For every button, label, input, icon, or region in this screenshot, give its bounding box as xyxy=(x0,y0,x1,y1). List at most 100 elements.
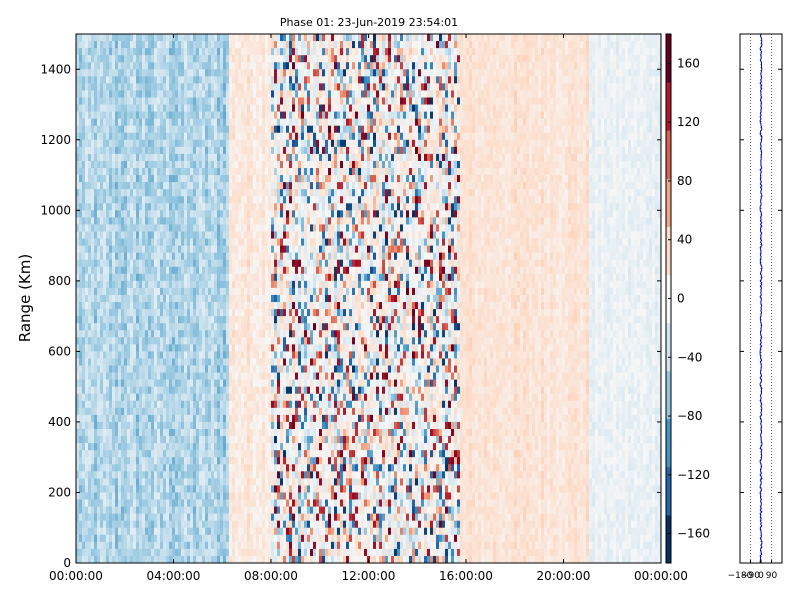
heatmap-cell xyxy=(136,527,140,536)
heatmap-cell xyxy=(199,294,203,303)
heatmap-cell xyxy=(163,436,167,444)
heatmap-cell xyxy=(85,55,89,63)
heatmap-cell xyxy=(193,160,197,169)
heatmap-cell xyxy=(112,76,116,84)
heatmap-cell xyxy=(139,182,143,190)
heatmap-cell xyxy=(112,48,116,56)
heatmap-cell xyxy=(94,55,98,63)
heatmap-cell xyxy=(130,182,134,190)
heatmap-cell xyxy=(199,555,203,564)
heatmap-cell xyxy=(118,478,122,486)
heatmap-cell xyxy=(268,55,272,63)
heatmap-cell xyxy=(151,393,155,402)
heatmap-cell xyxy=(265,372,269,381)
heatmap-cell xyxy=(88,252,92,261)
heatmap-cell xyxy=(163,548,167,557)
heatmap-cell xyxy=(94,287,98,296)
heatmap-cell xyxy=(175,48,179,56)
heatmap-cell xyxy=(259,443,263,451)
heatmap-cell xyxy=(145,224,149,232)
heatmap-cell xyxy=(118,499,122,507)
heatmap-cell xyxy=(172,273,176,282)
heatmap-cell xyxy=(226,358,230,366)
heatmap-cell xyxy=(145,203,149,211)
heatmap-cell xyxy=(97,83,101,91)
heatmap-cell xyxy=(109,527,113,536)
heatmap-cell xyxy=(253,217,257,225)
heatmap-cell xyxy=(265,379,269,388)
heatmap-cell xyxy=(208,443,212,451)
heatmap-cell xyxy=(109,146,113,155)
heatmap-cell xyxy=(160,485,164,493)
heatmap-cell xyxy=(253,238,257,246)
heatmap-cell xyxy=(232,273,236,282)
heatmap-cell xyxy=(238,548,242,557)
heatmap-cell xyxy=(235,48,239,56)
heatmap-cell xyxy=(247,182,251,190)
heatmap-cell xyxy=(145,386,149,395)
heatmap-cell xyxy=(214,153,218,162)
heatmap-cell xyxy=(139,252,143,261)
heatmap-cell xyxy=(259,548,263,557)
heatmap-cell xyxy=(202,146,206,155)
heatmap-cell xyxy=(274,351,278,359)
heatmap-cell xyxy=(232,168,236,176)
heatmap-cell xyxy=(79,421,83,430)
heatmap-cell xyxy=(229,245,233,254)
heatmap-cell xyxy=(151,436,155,444)
heatmap-cell xyxy=(133,210,137,218)
heatmap-cell xyxy=(139,34,143,42)
heatmap-cell xyxy=(256,330,260,338)
heatmap-cell xyxy=(163,266,167,275)
heatmap-cell xyxy=(97,196,101,204)
heatmap-cell xyxy=(109,168,113,176)
heatmap-cell xyxy=(256,541,260,550)
heatmap-cell xyxy=(121,231,125,239)
heatmap-cell xyxy=(232,520,236,529)
heatmap-cell xyxy=(148,34,152,42)
heatmap-cell xyxy=(271,111,275,120)
heatmap-cell xyxy=(241,153,245,162)
heatmap-cell xyxy=(85,111,89,120)
heatmap-cell xyxy=(190,203,194,211)
heatmap-cell xyxy=(223,302,227,310)
heatmap-cell xyxy=(148,76,152,84)
heatmap-cell xyxy=(238,337,242,345)
heatmap-cell xyxy=(181,393,185,402)
heatmap-cell xyxy=(271,294,275,303)
heatmap-cell xyxy=(205,287,209,296)
heatmap-cell xyxy=(259,344,263,352)
heatmap-cell xyxy=(160,407,164,416)
heatmap-cell xyxy=(112,379,116,388)
heatmap-cell xyxy=(247,520,251,529)
heatmap-cell xyxy=(211,351,215,359)
heatmap-cell xyxy=(145,217,149,225)
heatmap-cell xyxy=(103,196,107,204)
heatmap-cell xyxy=(205,210,209,218)
heatmap-cell xyxy=(211,379,215,388)
heatmap-cell xyxy=(238,104,242,112)
heatmap-cell xyxy=(85,548,89,557)
heatmap-cell xyxy=(118,153,122,162)
heatmap-cell xyxy=(259,287,263,296)
heatmap-cell xyxy=(124,478,128,486)
heatmap-cell xyxy=(190,443,194,451)
heatmap-cell xyxy=(172,365,176,373)
heatmap-cell xyxy=(148,280,152,289)
heatmap-cell xyxy=(157,541,161,550)
heatmap-cell xyxy=(253,457,257,465)
heatmap-cell xyxy=(82,485,86,493)
heatmap-cell xyxy=(112,471,116,479)
heatmap-cell xyxy=(187,393,191,402)
heatmap-cell xyxy=(136,555,140,564)
heatmap-cell xyxy=(106,344,110,352)
heatmap-cell xyxy=(265,478,269,486)
heatmap-cell xyxy=(187,189,191,197)
heatmap-cell xyxy=(91,527,95,536)
heatmap-cell xyxy=(91,485,95,493)
heatmap-cell xyxy=(103,436,107,444)
heatmap-cell xyxy=(133,118,137,127)
heatmap-cell xyxy=(142,97,146,105)
heatmap-cell xyxy=(196,527,200,536)
heatmap-cell xyxy=(211,309,215,317)
